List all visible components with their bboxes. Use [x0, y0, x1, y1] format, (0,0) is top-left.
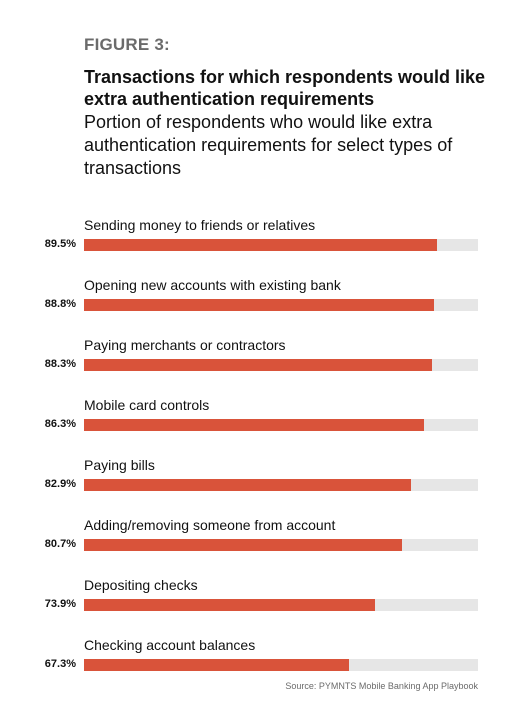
chart-title: Transactions for which respondents would…: [84, 67, 486, 109]
bar: [84, 599, 376, 611]
bar-label: Mobile card controls: [84, 397, 210, 413]
bar-label: Checking account balances: [84, 637, 256, 653]
bar-value-label: 67.3%: [44, 658, 76, 670]
bar: [84, 659, 350, 671]
bar-track: [84, 239, 478, 251]
bar-value-label: 86.3%: [44, 418, 76, 430]
figure-label: FIGURE 3:: [84, 35, 170, 54]
bar-track: [84, 539, 478, 551]
bar-track: [84, 599, 478, 611]
bar-label: Paying bills: [84, 457, 155, 473]
bar-label: Adding/removing someone from account: [84, 517, 336, 533]
bar-value-label: 88.8%: [44, 298, 76, 310]
bar-track: [84, 359, 478, 371]
bar-value-label: 82.9%: [44, 478, 76, 490]
bar-label: Depositing checks: [84, 577, 198, 593]
bar-value-label: 89.5%: [44, 238, 76, 250]
bar: [84, 239, 437, 251]
source-note: Source: PYMNTS Mobile Banking App Playbo…: [285, 681, 478, 691]
bar: [84, 539, 402, 551]
chart-subtitle: Portion of respondents who would like ex…: [84, 112, 453, 178]
bar-track: [84, 299, 478, 311]
bar-label: Paying merchants or contractors: [84, 337, 286, 353]
bar-value-label: 80.7%: [44, 538, 76, 550]
bar-track: [84, 659, 478, 671]
bar-label: Opening new accounts with existing bank: [84, 277, 341, 293]
bar-track: [84, 479, 478, 491]
bar: [84, 359, 432, 371]
bar: [84, 479, 411, 491]
bar: [84, 419, 425, 431]
bar-value-label: 73.9%: [44, 598, 76, 610]
bar-track: [84, 419, 478, 431]
bar: [84, 299, 434, 311]
bar-label: Sending money to friends or relatives: [84, 217, 316, 233]
bar-value-label: 88.3%: [44, 358, 76, 370]
